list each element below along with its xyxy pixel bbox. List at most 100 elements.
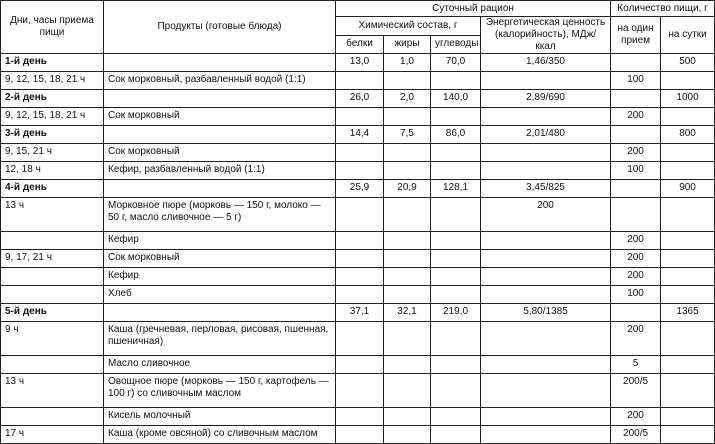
fats-cell	[383, 107, 431, 126]
energy-cell: 200	[479, 197, 612, 232]
fats-cell: 2,0	[383, 89, 431, 108]
table-row: 9, 12, 15, 18, 21 ч Сок морковный 200	[0, 107, 715, 126]
product-cell: Кефир	[103, 267, 336, 286]
proteins-cell	[335, 321, 384, 356]
carbs-cell: 219,0	[430, 303, 481, 322]
table-row: 9, 12, 15, 18, 21 ч Сок морковный, разбав…	[0, 71, 715, 90]
fats-cell	[383, 197, 431, 232]
day-row: 2-й день 26,0 2,0 140,0 2,89/690 1000	[0, 89, 715, 108]
energy-cell	[479, 143, 612, 162]
proteins-cell	[335, 425, 384, 444]
per-meal-cell	[610, 197, 662, 232]
carbs-cell	[430, 231, 481, 250]
time-cell: 9, 12, 15, 18, 21 ч	[0, 71, 104, 90]
per-day-cell	[660, 321, 715, 356]
proteins-cell	[335, 161, 384, 180]
per-meal-cell	[610, 89, 662, 108]
per-meal-cell: 200	[610, 143, 662, 162]
header-daily-ration: Суточный рацион	[334, 0, 612, 17]
per-day-cell: 900	[660, 179, 715, 198]
table-row: Кисель молочный 200	[0, 407, 715, 426]
carbs-cell	[430, 425, 481, 444]
time-cell	[0, 407, 104, 426]
energy-cell	[479, 267, 612, 286]
fats-cell	[383, 285, 431, 304]
header-energy: Энергетическая ценность (калорийность), …	[479, 16, 612, 54]
per-day-cell	[660, 143, 715, 162]
per-day-cell	[660, 231, 715, 250]
carbs-cell	[430, 355, 481, 374]
time-cell: 9, 15, 21 ч	[0, 143, 104, 162]
energy-cell	[479, 231, 612, 250]
per-meal-cell: 200/5	[610, 373, 662, 408]
time-cell: 5-й день	[0, 303, 104, 322]
carbs-cell	[430, 107, 481, 126]
product-cell	[103, 125, 336, 144]
per-day-cell	[660, 161, 715, 180]
table-row: Масло сливочное 5	[0, 355, 715, 374]
carbs-cell	[430, 71, 481, 90]
day-row: 1-й день 13,0 1,0 70,0 1,46/350 500	[0, 53, 715, 72]
energy-cell	[479, 71, 612, 90]
proteins-cell	[335, 197, 384, 232]
time-cell: 9 ч	[0, 321, 104, 356]
proteins-cell	[335, 355, 384, 374]
proteins-cell	[335, 285, 384, 304]
per-day-cell	[660, 197, 715, 232]
per-day-cell	[660, 425, 715, 444]
per-meal-cell	[610, 179, 662, 198]
table-body: 1-й день 13,0 1,0 70,0 1,46/350 500 9, 12, 15,…	[0, 53, 715, 444]
header-time: Дни, часы приема пищи	[0, 0, 104, 54]
proteins-cell: 14,4	[335, 125, 384, 144]
energy-cell	[479, 285, 612, 304]
carbs-cell	[430, 407, 481, 426]
product-cell	[103, 53, 336, 72]
product-cell: Морковное пюре (морковь — 150 г, молоко …	[103, 197, 336, 232]
time-cell: 4-й день	[0, 179, 104, 198]
time-cell: 1-й день	[0, 53, 104, 72]
product-cell: Сок морковный, разбавленный водой (1:1)	[103, 71, 336, 90]
product-cell: Каша (кроме овсяной) со сливочным маслом	[103, 425, 336, 444]
header-proteins: белки	[335, 34, 384, 54]
energy-cell	[479, 373, 612, 408]
fats-cell: 20,9	[383, 179, 431, 198]
fats-cell	[383, 425, 431, 444]
time-cell: 13 ч	[0, 197, 104, 232]
energy-cell	[479, 407, 612, 426]
product-cell: Масло сливочное	[103, 355, 336, 374]
product-cell: Каша (гречневая, перловая, рисовая, пшен…	[103, 321, 336, 356]
energy-cell	[479, 161, 612, 180]
table-row: Кефир 200	[0, 231, 715, 250]
per-day-cell	[660, 373, 715, 408]
fats-cell	[383, 373, 431, 408]
fats-cell: 32,1	[383, 303, 431, 322]
proteins-cell	[335, 143, 384, 162]
day-row: 3-й день 14,4 7,5 86,0 2,01/480 800	[0, 125, 715, 144]
per-day-cell	[660, 355, 715, 374]
time-cell	[0, 267, 104, 286]
proteins-cell	[335, 71, 384, 90]
per-day-cell	[660, 407, 715, 426]
energy-cell	[479, 355, 612, 374]
time-cell: 2-й день	[0, 89, 104, 108]
time-cell: 3-й день	[0, 125, 104, 144]
time-cell: 9, 12, 15, 18, 21 ч	[0, 107, 104, 126]
table-row: 9, 17, 21 ч Сок морковный 200	[0, 249, 715, 268]
header-amount: Количество пищи, г	[610, 0, 715, 17]
per-day-cell	[660, 285, 715, 304]
product-cell: Овощное пюре (морковь — 150 г, картофель…	[103, 373, 336, 408]
fats-cell	[383, 231, 431, 250]
day-row: 5-й день 37,1 32,1 219,0 5,80/1385 1365	[0, 303, 715, 322]
time-cell: 17 ч	[0, 425, 104, 444]
per-day-cell	[660, 71, 715, 90]
proteins-cell: 13,0	[335, 53, 384, 72]
energy-cell	[479, 321, 612, 356]
time-cell: 13 ч	[0, 373, 104, 408]
energy-cell: 2,01/480	[479, 125, 612, 144]
per-meal-cell: 5	[610, 355, 662, 374]
per-meal-cell: 100	[610, 71, 662, 90]
header-chem: Химический состав, г	[335, 16, 481, 36]
table-row: 9, 15, 21 ч Сок морковный 200	[0, 143, 715, 162]
header-products: Продукты (готовые блюда)	[103, 0, 336, 54]
product-cell	[103, 89, 336, 108]
